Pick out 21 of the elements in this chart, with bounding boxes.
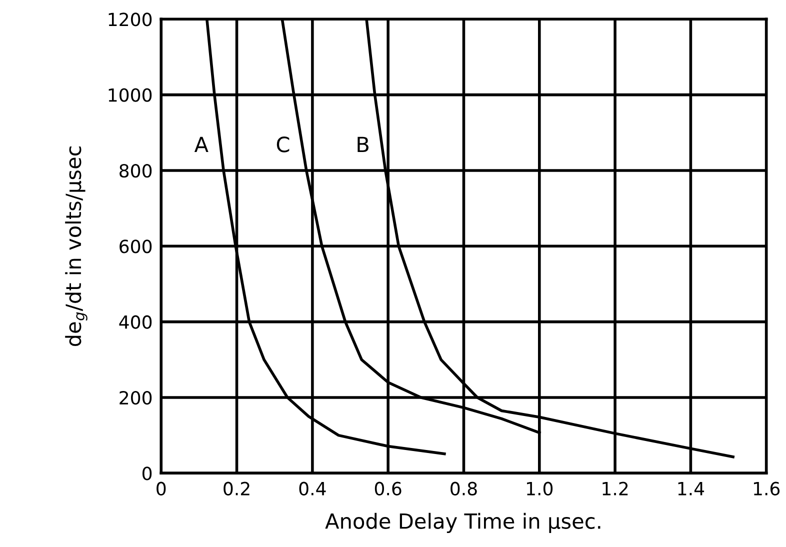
x-tick-label: 1.0 bbox=[527, 482, 553, 496]
series-label: A bbox=[194, 136, 208, 152]
y-tick-label: 1000 bbox=[108, 88, 152, 102]
x-tick-label: 1.6 bbox=[754, 482, 780, 496]
x-axis-title: Anode Delay Time in μsec. bbox=[325, 512, 600, 534]
x-tick-label: 1.4 bbox=[678, 482, 704, 496]
y-tick-label: 1200 bbox=[108, 12, 152, 26]
x-tick-label: 1.2 bbox=[602, 482, 628, 496]
y-tick-label: 600 bbox=[120, 240, 152, 254]
x-tick-label: 0.2 bbox=[224, 482, 250, 496]
series-label: C bbox=[276, 136, 290, 152]
y-axis-title: de$_{g}$/dt in volts/μsec bbox=[65, 146, 88, 346]
x-tick-label: 0.8 bbox=[450, 482, 477, 496]
y-tick-label: 400 bbox=[119, 315, 152, 329]
x-tick-label: 0.4 bbox=[299, 482, 326, 496]
y-tick-label: 200 bbox=[120, 390, 152, 405]
x-tick-label: 0.6 bbox=[374, 482, 402, 496]
y-tick-label: 800 bbox=[120, 164, 152, 178]
series-label: B bbox=[358, 136, 368, 152]
y-tick-label: 0 bbox=[142, 466, 152, 480]
x-tick-label: 0 bbox=[156, 482, 166, 496]
